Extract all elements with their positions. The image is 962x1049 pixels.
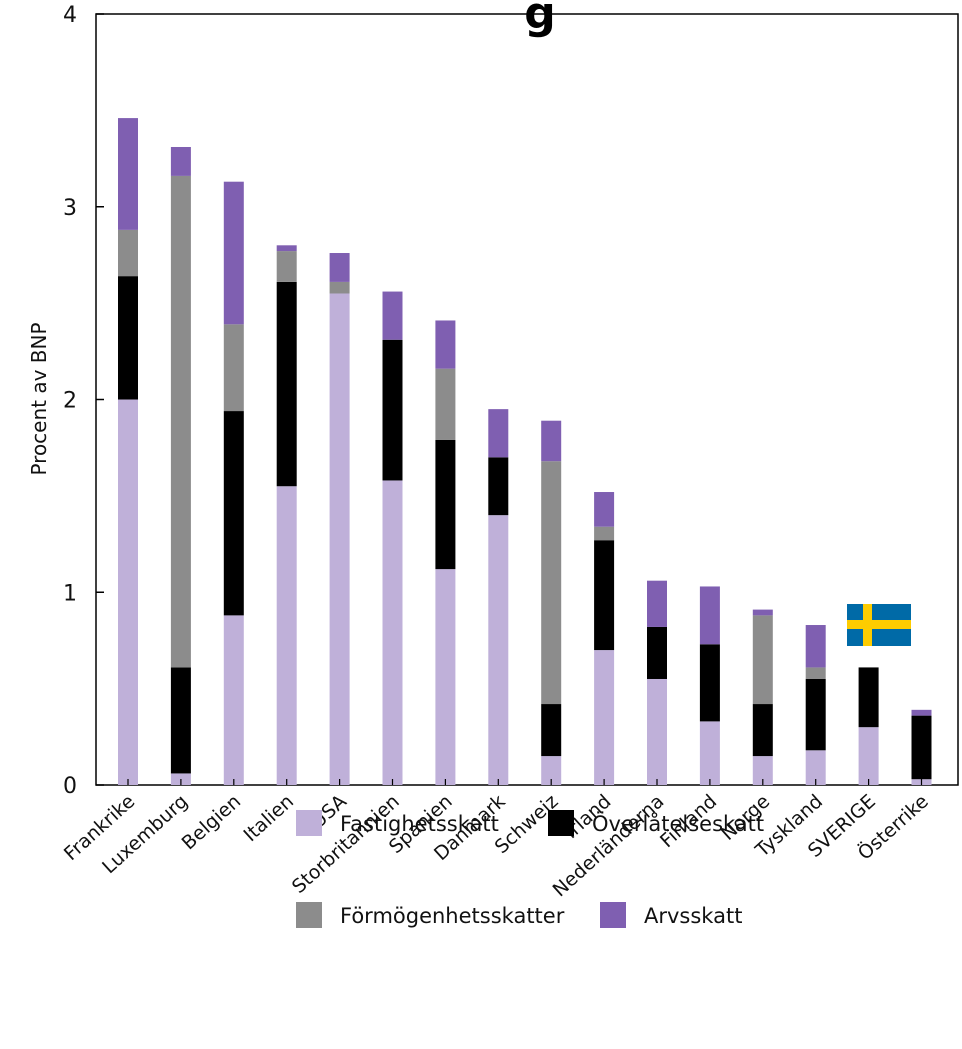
bar-segment-frankrike-0: [118, 399, 138, 785]
bar-segment-luxemburg-3: [170, 146, 191, 176]
bar-segment-italien-0: [276, 486, 297, 785]
bar-segment-spanien-3: [435, 320, 456, 369]
legend-swatch-2: [296, 902, 322, 928]
legend-label-1: Överlåtelseskatt: [592, 811, 764, 836]
bar-segment-storbritannien-3: [382, 291, 403, 340]
legend-swatch-1: [548, 810, 574, 836]
bar-segment-belgien-2: [223, 324, 244, 412]
y-tick-label-0: 0: [63, 774, 77, 799]
bar-segment-tyskland-0: [805, 750, 826, 785]
bar-segment-danmark-3: [488, 409, 509, 458]
bar-segment-luxemburg-1: [170, 667, 191, 774]
bar-segment-nederländerna-1: [647, 626, 667, 679]
bar-segment-norge-2: [752, 615, 773, 705]
bar-segment-italien-1: [276, 281, 297, 487]
bar-segment-norge-0: [752, 756, 773, 785]
bar-segment-irland-3: [594, 492, 615, 527]
bar-segment-danmark-1: [488, 457, 509, 516]
bar-segment-schweiz-1: [541, 704, 562, 757]
bar-segment-irland-1: [594, 540, 615, 651]
y-tick-label-3: 3: [63, 196, 77, 221]
bars-group: [118, 118, 932, 785]
bar-segment-storbritannien-1: [382, 339, 403, 481]
bar-segment-luxemburg-2: [170, 175, 191, 668]
bar-segment-schweiz-0: [541, 756, 562, 785]
bar-segment-belgien-0: [223, 615, 244, 785]
bar-segment-sverige-0: [858, 727, 879, 785]
bar-segment-frankrike-1: [118, 276, 138, 400]
bar-segment-tyskland-2: [805, 667, 826, 679]
bar-segment-italien-3: [276, 245, 297, 252]
bar-segment-tyskland-3: [805, 625, 826, 668]
legend: Fastighetsskatt Överlåtelseskatt Förmögenh…: [296, 810, 764, 928]
legend-label-0: Fastighetsskatt: [340, 812, 499, 836]
legend-swatch-0: [296, 810, 322, 836]
bar-segment-usa-3: [329, 253, 350, 282]
bar-segment-usa-2: [329, 281, 350, 294]
y-axis: 0 1 2 3 4: [63, 3, 104, 799]
bar-segment-nederländerna-3: [647, 580, 667, 627]
bar-segment-schweiz-2: [541, 461, 562, 705]
bar-segment-belgien-1: [223, 411, 244, 616]
y-tick-label-1: 1: [63, 581, 77, 606]
bar-segment-irland-0: [594, 650, 615, 785]
bar-segment-frankrike-3: [118, 118, 138, 230]
bar-segment-finland-1: [699, 644, 720, 722]
y-tick-label-4: 4: [63, 3, 77, 28]
bar-segment-spanien-0: [435, 569, 456, 785]
x-category-label-3: Italien: [239, 790, 298, 846]
y-tick-label-2: 2: [63, 389, 77, 414]
x-category-label-2: Belgien: [178, 790, 246, 854]
legend-swatch-3: [600, 902, 626, 928]
legend-label-2: Förmögenhetsskatter: [340, 904, 565, 928]
bar-segment-sverige-1: [858, 667, 879, 728]
bar-segment-belgien-3: [223, 181, 244, 325]
bar-segment-danmark-0: [488, 515, 509, 785]
y-axis-label: Procent av BNP: [27, 322, 51, 475]
bar-segment-österrike-1: [911, 715, 932, 780]
bar-segment-finland-3: [699, 586, 720, 645]
bar-segment-frankrike-2: [118, 229, 138, 277]
chart-title-fragment: g: [524, 0, 556, 39]
bar-segment-usa-0: [329, 293, 350, 785]
bar-segment-italien-2: [276, 251, 297, 282]
legend-label-3: Arvsskatt: [644, 904, 742, 928]
bar-segment-österrike-3: [911, 709, 932, 716]
bar-segment-spanien-2: [435, 368, 456, 440]
bar-segment-spanien-1: [435, 439, 456, 570]
bar-segment-storbritannien-0: [382, 480, 403, 785]
flag-cross-horizontal: [847, 620, 911, 629]
bar-segment-tyskland-1: [805, 678, 826, 751]
bar-segment-finland-0: [699, 721, 720, 785]
bar-segment-irland-2: [594, 526, 615, 541]
bar-segment-schweiz-3: [541, 420, 562, 462]
bar-segment-norge-3: [752, 609, 773, 616]
bar-segment-norge-1: [752, 704, 773, 757]
sweden-flag-icon: [847, 604, 911, 646]
bar-segment-nederländerna-0: [647, 678, 667, 785]
